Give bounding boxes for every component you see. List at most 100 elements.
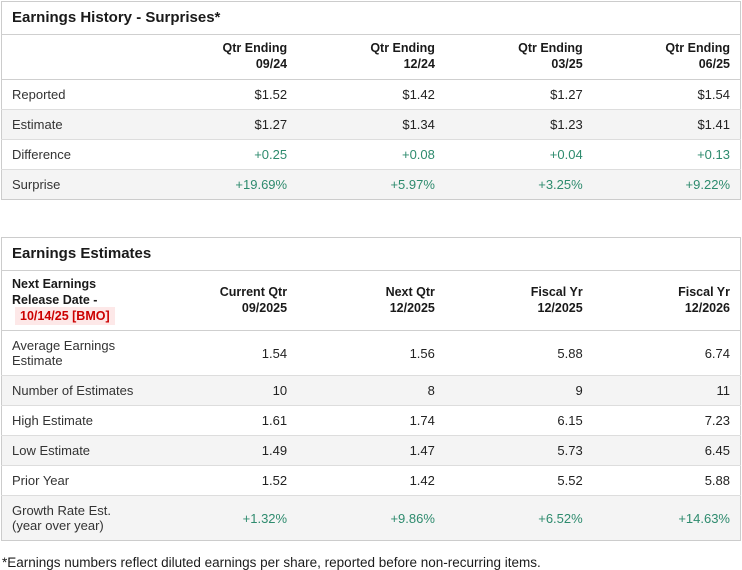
earnings-history-table: Earnings History - Surprises* Qtr Ending… <box>1 1 741 200</box>
next-earnings-release-label: Next Earnings Release Date - <box>12 276 98 307</box>
cell-value: +3.25% <box>444 169 593 199</box>
column-header: Fiscal Yr 12/2025 <box>444 270 593 332</box>
cell-value: $1.23 <box>444 109 593 140</box>
cell-value: $1.41 <box>592 109 741 140</box>
earnings-history-header-row: Qtr Ending 09/24 Qtr Ending 12/24 Qtr Ending… <box>1 34 741 80</box>
column-header-line1: Current Qtr <box>219 284 288 299</box>
cell-value: +9.86% <box>297 495 445 541</box>
table-row: Growth Rate Est. (year over year) +1.32% +… <box>1 495 741 541</box>
cell-value: 11 <box>592 375 741 407</box>
earnings-estimates-title: Earnings Estimates <box>1 237 741 271</box>
empty-header-cell <box>1 34 150 80</box>
column-header-line2: 03/25 <box>551 57 583 72</box>
cell-value: 1.52 <box>149 465 298 497</box>
column-header: Qtr Ending 12/24 <box>297 34 445 80</box>
earnings-estimates-title-row: Earnings Estimates <box>1 237 741 271</box>
cell-value: +0.25 <box>149 139 298 170</box>
table-row: Surprise +19.69% +5.97% +3.25% +9.22% <box>1 169 741 199</box>
column-header-line2: 12/2025 <box>537 300 583 315</box>
column-header-line1: Qtr Ending <box>370 41 435 55</box>
earnings-history-title: Earnings History - Surprises* <box>1 1 741 35</box>
cell-value: +0.04 <box>444 139 593 170</box>
cell-value: 1.47 <box>297 435 445 467</box>
column-header-line1: Fiscal Yr <box>678 284 730 299</box>
column-header-line1: Next Qtr <box>385 284 435 299</box>
table-row: High Estimate 1.61 1.74 6.15 7.23 <box>1 405 741 437</box>
cell-value: $1.42 <box>297 79 445 110</box>
column-header: Qtr Ending 09/24 <box>149 34 298 80</box>
cell-value: 5.52 <box>444 465 593 497</box>
cell-value: 1.74 <box>297 405 445 437</box>
cell-value: 1.56 <box>297 330 445 377</box>
next-earnings-release-date: 10/14/25 [BMO] <box>15 307 115 325</box>
column-header-line2: 12/2026 <box>684 300 730 315</box>
row-label: Average Earnings Estimate <box>1 330 150 377</box>
column-header-line1: Qtr Ending <box>518 41 583 55</box>
table-row: Difference +0.25 +0.08 +0.04 +0.13 <box>1 139 741 170</box>
row-label: Prior Year <box>1 465 150 497</box>
cell-value: 8 <box>297 375 445 407</box>
table-row: Prior Year 1.52 1.42 5.52 5.88 <box>1 465 741 497</box>
cell-value: +5.97% <box>297 169 445 199</box>
column-header-line2: 12/24 <box>403 57 435 72</box>
cell-value: 5.88 <box>592 465 741 497</box>
column-header-line2: 12/2025 <box>389 300 435 315</box>
column-header-line1: Qtr Ending <box>665 41 730 55</box>
row-label: Surprise <box>1 169 150 199</box>
earnings-estimates-body: Average Earnings Estimate 1.54 1.56 5.88 6.7… <box>1 330 741 541</box>
cell-value: $1.52 <box>149 79 298 110</box>
table-row: Number of Estimates 10 8 9 11 <box>1 375 741 407</box>
row-label: High Estimate <box>1 405 150 437</box>
row-label: Difference <box>1 139 150 170</box>
column-header: Current Qtr 09/2025 <box>149 270 298 332</box>
column-header-line1: Fiscal Yr <box>530 284 583 299</box>
cell-value: 1.54 <box>149 330 298 377</box>
earnings-estimates-table: Earnings Estimates Next Earnings Release… <box>1 236 741 542</box>
cell-value: 6.74 <box>592 330 741 377</box>
earnings-estimates-header-row: Next Earnings Release Date - 10/14/25 [B… <box>1 270 741 332</box>
cell-value: 5.73 <box>444 435 593 467</box>
column-header: Next Qtr 12/2025 <box>297 270 445 332</box>
table-row: Low Estimate 1.49 1.47 5.73 6.45 <box>1 435 741 467</box>
earnings-footnote: *Earnings numbers reflect diluted earnin… <box>2 555 541 570</box>
cell-value: 7.23 <box>592 405 741 437</box>
cell-value: +19.69% <box>149 169 298 199</box>
column-header: Fiscal Yr 12/2026 <box>592 270 741 332</box>
cell-value: +9.22% <box>592 169 741 199</box>
cell-value: 6.45 <box>592 435 741 467</box>
cell-value: +0.13 <box>592 139 741 170</box>
column-header: Qtr Ending 06/25 <box>592 34 741 80</box>
column-header-line2: 06/25 <box>698 57 730 72</box>
row-label: Growth Rate Est. (year over year) <box>1 495 150 541</box>
row-label: Reported <box>1 79 150 110</box>
table-row: Estimate $1.27 $1.34 $1.23 $1.41 <box>1 109 741 140</box>
cell-value: 1.61 <box>149 405 298 437</box>
table-row: Average Earnings Estimate 1.54 1.56 5.88 6.7… <box>1 330 741 377</box>
cell-value: $1.34 <box>297 109 445 140</box>
cell-value: $1.27 <box>444 79 593 110</box>
row-label: Number of Estimates <box>1 375 150 407</box>
cell-value: 10 <box>149 375 298 407</box>
cell-value: 1.42 <box>297 465 445 497</box>
cell-value: +14.63% <box>592 495 741 541</box>
cell-value: 9 <box>444 375 593 407</box>
column-header-line2: 09/2025 <box>241 300 288 315</box>
row-label: Low Estimate <box>1 435 150 467</box>
cell-value: $1.27 <box>149 109 298 140</box>
cell-value: 5.88 <box>444 330 593 377</box>
cell-value: $1.54 <box>592 79 741 110</box>
column-header-line2: 09/24 <box>255 57 288 72</box>
row-label: Estimate <box>1 109 150 140</box>
earnings-history-title-row: Earnings History - Surprises* <box>1 1 741 35</box>
next-earnings-release-cell: Next Earnings Release Date - 10/14/25 [B… <box>1 270 150 332</box>
cell-value: +6.52% <box>444 495 593 541</box>
column-header-line1: Qtr Ending <box>222 41 288 55</box>
cell-value: +0.08 <box>297 139 445 170</box>
cell-value: 6.15 <box>444 405 593 437</box>
column-header: Qtr Ending 03/25 <box>444 34 593 80</box>
earnings-history-body: Reported $1.52 $1.42 $1.27 $1.54 Estimate $1.2… <box>1 79 741 199</box>
cell-value: 1.49 <box>149 435 298 467</box>
cell-value: +1.32% <box>149 495 298 541</box>
table-row: Reported $1.52 $1.42 $1.27 $1.54 <box>1 79 741 110</box>
